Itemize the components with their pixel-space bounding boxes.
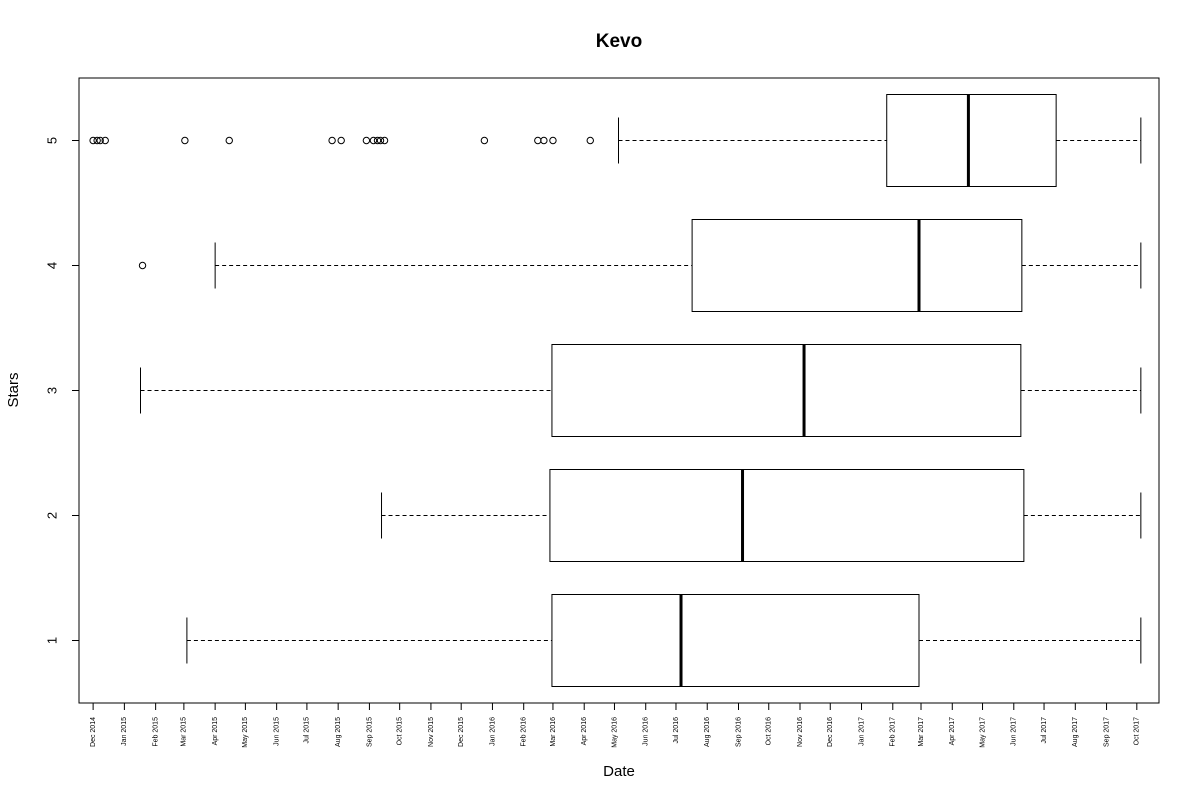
x-tick-label: Nov 2015 [428, 717, 435, 747]
boxes-layer [89, 94, 1142, 687]
x-tick-label: Oct 2017 [1134, 717, 1141, 746]
box-iqr [691, 219, 1023, 312]
box-iqr [551, 594, 920, 687]
x-axis: Dec 2014 Jan 2015 Feb 2015 Mar 2015 Apr 2015… [90, 702, 1141, 748]
x-tick-label: Jul 2017 [1041, 717, 1048, 744]
x-tick-label: Jul 2016 [673, 717, 680, 744]
x-tick-label: Feb 2015 [152, 717, 159, 747]
outlier-point [89, 136, 97, 145]
y-tick-label: 2 [44, 512, 59, 519]
x-tick-label: Sep 2016 [735, 717, 742, 747]
box-iqr [551, 344, 1022, 437]
x-tick-label: Feb 2016 [521, 717, 528, 747]
x-tick-label: Sep 2017 [1103, 717, 1110, 747]
x-tick-label: Apr 2015 [212, 717, 219, 746]
x-tick-label: Dec 2015 [458, 717, 465, 747]
outlier-point [93, 136, 101, 145]
y-axis: 1 2 3 4 5 [44, 137, 79, 644]
x-tick-label: May 2017 [979, 717, 986, 748]
box-stars-1 [186, 594, 1142, 687]
outlier-point [181, 136, 189, 145]
outlier-point [101, 136, 109, 145]
box-iqr [549, 469, 1025, 562]
y-tick-label: 4 [44, 262, 59, 269]
box-stars-5 [89, 94, 1142, 187]
outlier-point [534, 136, 542, 145]
outlier-point [225, 136, 233, 145]
x-tick-label: Jan 2015 [121, 717, 128, 746]
outlier-point [540, 136, 548, 145]
x-tick-label: Jan 2017 [858, 717, 865, 746]
box-stars-3 [140, 344, 1142, 437]
x-tick-label: Nov 2016 [797, 717, 804, 747]
x-tick-label: Jun 2017 [1011, 717, 1018, 746]
x-tick-label: Mar 2017 [918, 717, 925, 747]
y-tick-label: 3 [44, 387, 59, 394]
outlier-point [362, 136, 371, 145]
outlier-point [369, 136, 378, 145]
outlier-point [380, 136, 389, 145]
outlier-point [373, 136, 382, 145]
x-tick-label: May 2016 [611, 717, 618, 748]
outlier-point [549, 136, 557, 145]
x-tick-label: Apr 2017 [949, 717, 956, 746]
x-tick-label: Feb 2017 [890, 717, 897, 747]
x-tick-label: Jan 2016 [489, 717, 496, 746]
outlier-point [96, 136, 104, 145]
x-tick-label: Sep 2015 [366, 717, 373, 747]
y-tick-label: 1 [44, 637, 59, 644]
x-tick-label: Aug 2016 [704, 717, 711, 747]
x-tick-label: Aug 2015 [335, 717, 342, 747]
x-tick-label: Jun 2016 [643, 717, 650, 746]
x-tick-label: Oct 2016 [766, 717, 773, 746]
x-tick-label: Dec 2014 [90, 717, 97, 747]
x-tick-label: Dec 2016 [827, 717, 834, 747]
x-axis-label: Date [603, 763, 635, 780]
x-tick-label: Jul 2015 [304, 717, 311, 744]
outlier-point [376, 136, 385, 145]
outlier-point [328, 136, 336, 145]
y-axis-label: Stars [5, 372, 22, 407]
outlier-point [138, 261, 147, 270]
x-tick-label: Oct 2015 [397, 717, 404, 746]
box-iqr [886, 94, 1057, 187]
box-stars-2 [381, 469, 1142, 562]
chart-title: Kevo [596, 31, 642, 52]
x-tick-label: Mar 2016 [550, 717, 557, 747]
x-tick-label: Apr 2016 [581, 717, 588, 746]
outlier-point [337, 136, 345, 145]
y-tick-label: 5 [44, 137, 59, 144]
x-tick-label: Mar 2015 [181, 717, 188, 747]
outlier-point [480, 136, 489, 145]
box-stars-4 [138, 219, 1142, 312]
x-tick-label: Jun 2015 [273, 717, 280, 746]
x-tick-label: May 2015 [242, 717, 249, 748]
x-tick-label: Aug 2017 [1072, 717, 1079, 747]
outlier-point [586, 136, 594, 145]
